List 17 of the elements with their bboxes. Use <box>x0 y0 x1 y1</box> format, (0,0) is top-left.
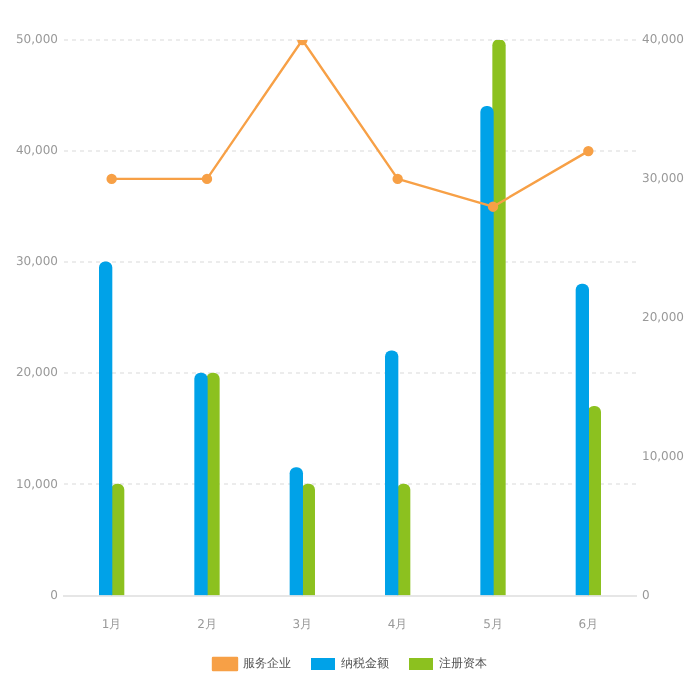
bar <box>111 483 125 596</box>
point <box>392 173 403 185</box>
point <box>201 173 213 185</box>
point <box>583 145 594 157</box>
bar <box>194 372 208 596</box>
bar <box>385 350 399 596</box>
point <box>487 201 499 212</box>
point <box>106 173 117 185</box>
bar <box>289 467 303 596</box>
bar <box>575 283 589 596</box>
bar <box>206 372 220 596</box>
bar <box>301 483 315 596</box>
bar <box>99 261 113 596</box>
bar <box>492 40 506 596</box>
bar <box>480 106 494 596</box>
bar <box>397 483 411 596</box>
bar <box>587 406 601 596</box>
